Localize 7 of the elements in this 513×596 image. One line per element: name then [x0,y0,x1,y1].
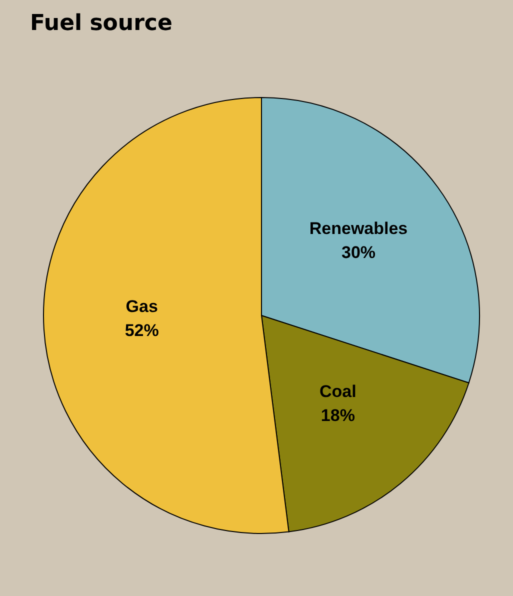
data-label: 52% [124,321,159,340]
chart-title: Fuel source [30,11,172,36]
data-label: 18% [320,406,355,425]
slice-label: Gas [126,297,158,316]
data-label: 30% [341,243,376,262]
slice-label: Renewables [309,219,408,238]
slice-label: Coal [320,382,356,401]
